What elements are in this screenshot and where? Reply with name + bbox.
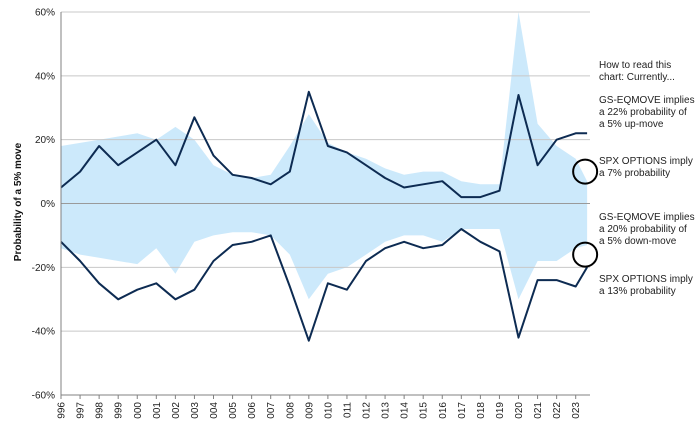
y-tick-label: 40% [35,71,55,82]
current-marker-down [572,241,599,268]
current-marker-layer [572,158,599,268]
x-tick-label: 997 [76,402,87,419]
x-tick-label: 998 [95,402,106,419]
tick-label-layer: 60% 40% 20% 0% -20% -40% -60%996 997 998 999 000 00… [32,8,583,419]
x-tick-label: 017 [457,402,468,419]
x-tick-label: 018 [476,402,487,419]
x-tick-label: 021 [533,402,544,419]
x-tick-label: 002 [171,402,182,419]
annotation-up-spx-options: SPX OPTIONS imply a 7% probability [599,156,693,179]
y-tick-label: -40% [32,327,55,338]
x-tick-label: 010 [323,402,334,419]
x-tick-label: 004 [209,402,220,419]
gs-eqmove-line-up [60,90,588,199]
x-tick-label: 015 [419,402,430,419]
y-tick-label: -20% [32,263,55,274]
y-tick-label: 0% [41,199,56,210]
annotation-header: How to read this chart: Currently... [599,60,675,83]
x-tick-label: 007 [266,402,277,419]
spx-options-area-down [61,203,588,300]
x-tick-label: 014 [400,402,411,419]
x-tick-label: 020 [514,402,525,419]
x-tick-label: 000 [133,402,144,419]
x-tick-label: 009 [304,402,315,419]
spx-options-area-layer [61,12,588,300]
current-marker-up [572,158,599,185]
x-tick-label: 996 [57,402,68,419]
x-tick-label: 012 [362,402,373,419]
annotation-down-gs-eqmove: GS-EQMOVE implies a 20% probability of a… [599,212,695,247]
x-tick-label: 016 [438,402,449,419]
x-tick-label: 022 [552,402,563,419]
spx-options-area-up [61,12,588,204]
x-tick-label: 023 [571,402,582,419]
axis-layer [60,12,590,399]
annotation-down-spx-options: SPX OPTIONS imply a 13% probability [599,274,693,297]
x-tick-label: 006 [247,402,258,419]
x-tick-label: 019 [495,402,506,419]
y-tick-label: 60% [35,8,55,19]
annotation-up-gs-eqmove: GS-EQMOVE implies a 22% probability of a… [599,95,695,130]
x-tick-label: 013 [381,402,392,419]
x-tick-label: 008 [285,402,296,419]
y-axis-label: Probability of a 5% move [13,142,24,261]
x-tick-label: 999 [114,402,125,419]
gs-eqmove-line-down [60,228,588,342]
gs-eqmove-line-layer [60,90,588,342]
y-tick-label: 20% [35,135,55,146]
x-tick-label: 011 [342,402,353,418]
x-tick-label: 003 [190,402,201,419]
y-tick-label: -60% [32,391,55,402]
x-tick-label: 005 [228,402,239,419]
x-tick-label: 001 [152,402,163,419]
